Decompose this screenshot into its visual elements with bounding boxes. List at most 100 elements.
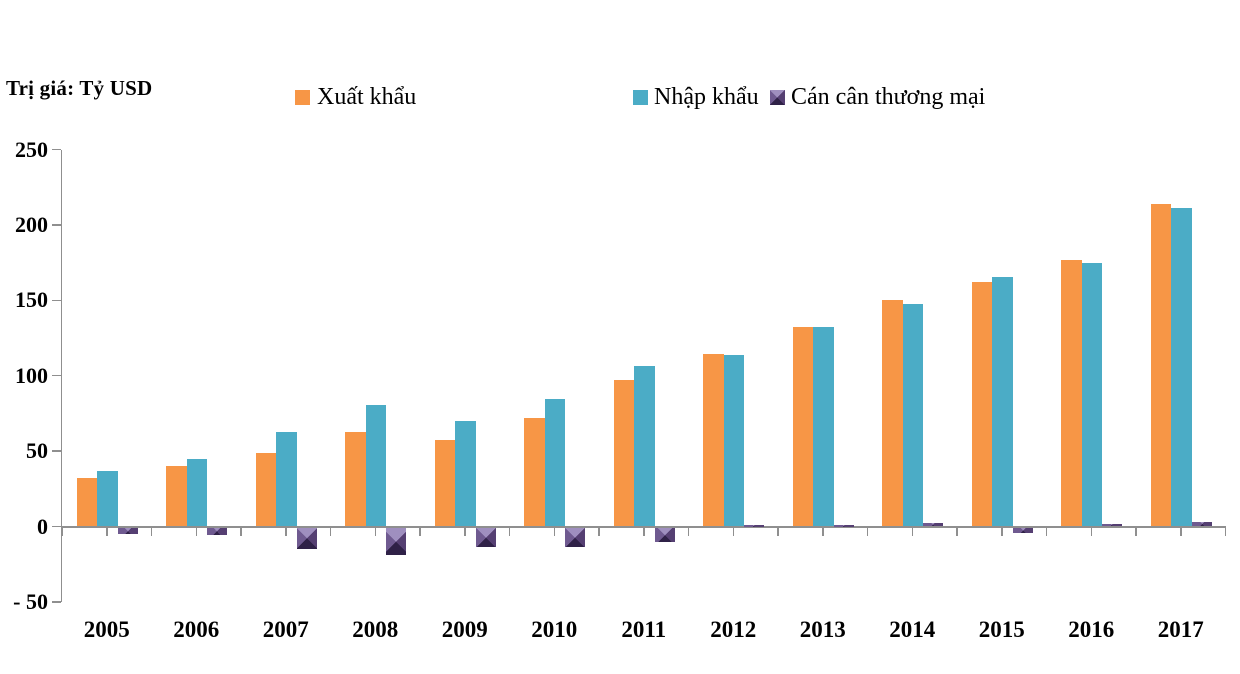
y-axis-tick-label: 50 [26,438,48,464]
x-axis-category-label: 2015 [978,617,1025,642]
balance-bar-2016 [1102,523,1122,527]
x-axis-tick [598,527,600,536]
x-axis-tick [1180,527,1182,536]
export-bar-2015 [971,282,992,527]
x-axis-tick [687,527,690,536]
y-axis-tick-label: 0 [37,513,48,539]
x-axis-category-label: 2013 [799,617,846,642]
x-axis-category-label: 2008 [352,617,399,642]
y-axis-tick-label: 250 [15,136,48,162]
x-axis-tick [329,527,332,536]
x-axis-tick [150,527,153,536]
x-axis-category-label: 2016 [1068,617,1115,642]
x-axis-tick [285,527,287,536]
x-axis-category-label: 2017 [1157,617,1204,642]
import-bar-2005 [97,471,118,527]
import-bar-2011 [634,365,655,527]
y-axis-line [60,149,62,602]
x-axis-tick [1135,527,1137,536]
import-legend-swatch [633,90,648,105]
x-axis-tick [240,527,242,536]
balance-bar-2015 [1012,527,1033,533]
x-axis-category-label: 2011 [621,617,667,642]
x-axis-tick [1224,527,1227,536]
y-axis-tick-label: 150 [15,287,48,313]
export-bar-2014 [882,299,903,527]
export-bar-2010 [524,417,545,527]
x-axis-category-label: 2014 [889,617,936,642]
export-bar-2011 [613,380,634,527]
balance-bar-2010 [565,527,585,547]
import-bar-2006 [186,458,207,527]
x-axis-category-label: 2007 [262,617,309,642]
export-bar-2017 [1150,203,1171,527]
x-axis-tick [777,527,779,536]
y-axis-tick [51,299,61,302]
x-axis-tick [508,527,511,536]
import-bar-2010 [544,398,565,527]
y-axis-tick [51,601,61,603]
import-bar-2009 [455,421,476,527]
y-axis-tick [51,450,61,452]
import-legend-label: Nhập khẩu [654,84,759,110]
y-axis-tick [51,148,61,151]
import-bar-2012 [723,354,744,527]
import-bar-2015 [992,276,1013,527]
balance-bar-2008 [386,527,406,555]
export-legend-swatch [295,90,310,105]
export-bar-2009 [434,440,455,527]
export-bar-2006 [166,466,187,527]
x-axis-tick [956,527,958,536]
x-axis-tick [464,527,466,536]
x-axis-category-label: 2009 [441,617,488,642]
x-axis-tick [822,527,824,536]
x-axis-tick [1090,527,1092,536]
y-axis-tick [51,374,61,377]
value-axis-caption: Trị giá: Tỷ USD [6,76,153,100]
import-bar-2013 [813,327,834,527]
balance-bar-2013 [833,525,854,527]
y-axis-tick [51,525,61,528]
import-bar-2014 [902,303,923,527]
x-axis-category-label: 2012 [710,617,757,642]
import-bar-2017 [1171,208,1192,527]
trade-balance-legend-label: Cán cân thương mại [791,84,986,110]
balance-bar-2009 [475,527,496,547]
x-axis-tick [106,527,108,536]
balance-bar-2011 [654,527,675,543]
x-axis-line [60,525,1226,528]
balance-bar-2006 [207,527,227,536]
x-axis-tick [1001,527,1003,536]
x-axis-tick [553,527,555,536]
x-axis-tick [61,527,63,536]
export-legend-label: Xuất khẩu [317,84,417,110]
trade-balance-legend-swatch [770,90,785,105]
import-bar-2008 [365,404,386,527]
x-axis-tick [911,527,913,536]
y-axis-tick-label: - 50 [13,588,48,614]
x-axis-tick [643,527,645,536]
y-axis-tick-label: 100 [15,362,48,388]
balance-bar-2005 [117,527,138,534]
x-axis-tick [732,527,734,536]
export-bar-2013 [792,327,813,527]
export-bar-2008 [345,431,366,527]
x-axis-tick [195,527,197,536]
x-axis-tick [419,527,421,536]
export-bar-2016 [1061,260,1082,527]
balance-bar-2007 [296,527,317,549]
x-axis-category-label: 2006 [173,617,220,642]
y-axis-tick [51,224,61,226]
balance-bar-2014 [923,522,943,527]
import-bar-2016 [1081,262,1102,527]
balance-bar-2012 [744,525,764,527]
x-axis-category-label: 2005 [83,617,130,642]
balance-bar-2017 [1191,522,1212,527]
export-bar-2005 [76,477,97,527]
x-axis-category-label: 2010 [531,617,578,642]
import-bar-2007 [276,431,297,527]
x-axis-tick [866,527,869,536]
x-axis-tick [374,527,376,536]
y-axis-tick-label: 200 [15,211,48,237]
